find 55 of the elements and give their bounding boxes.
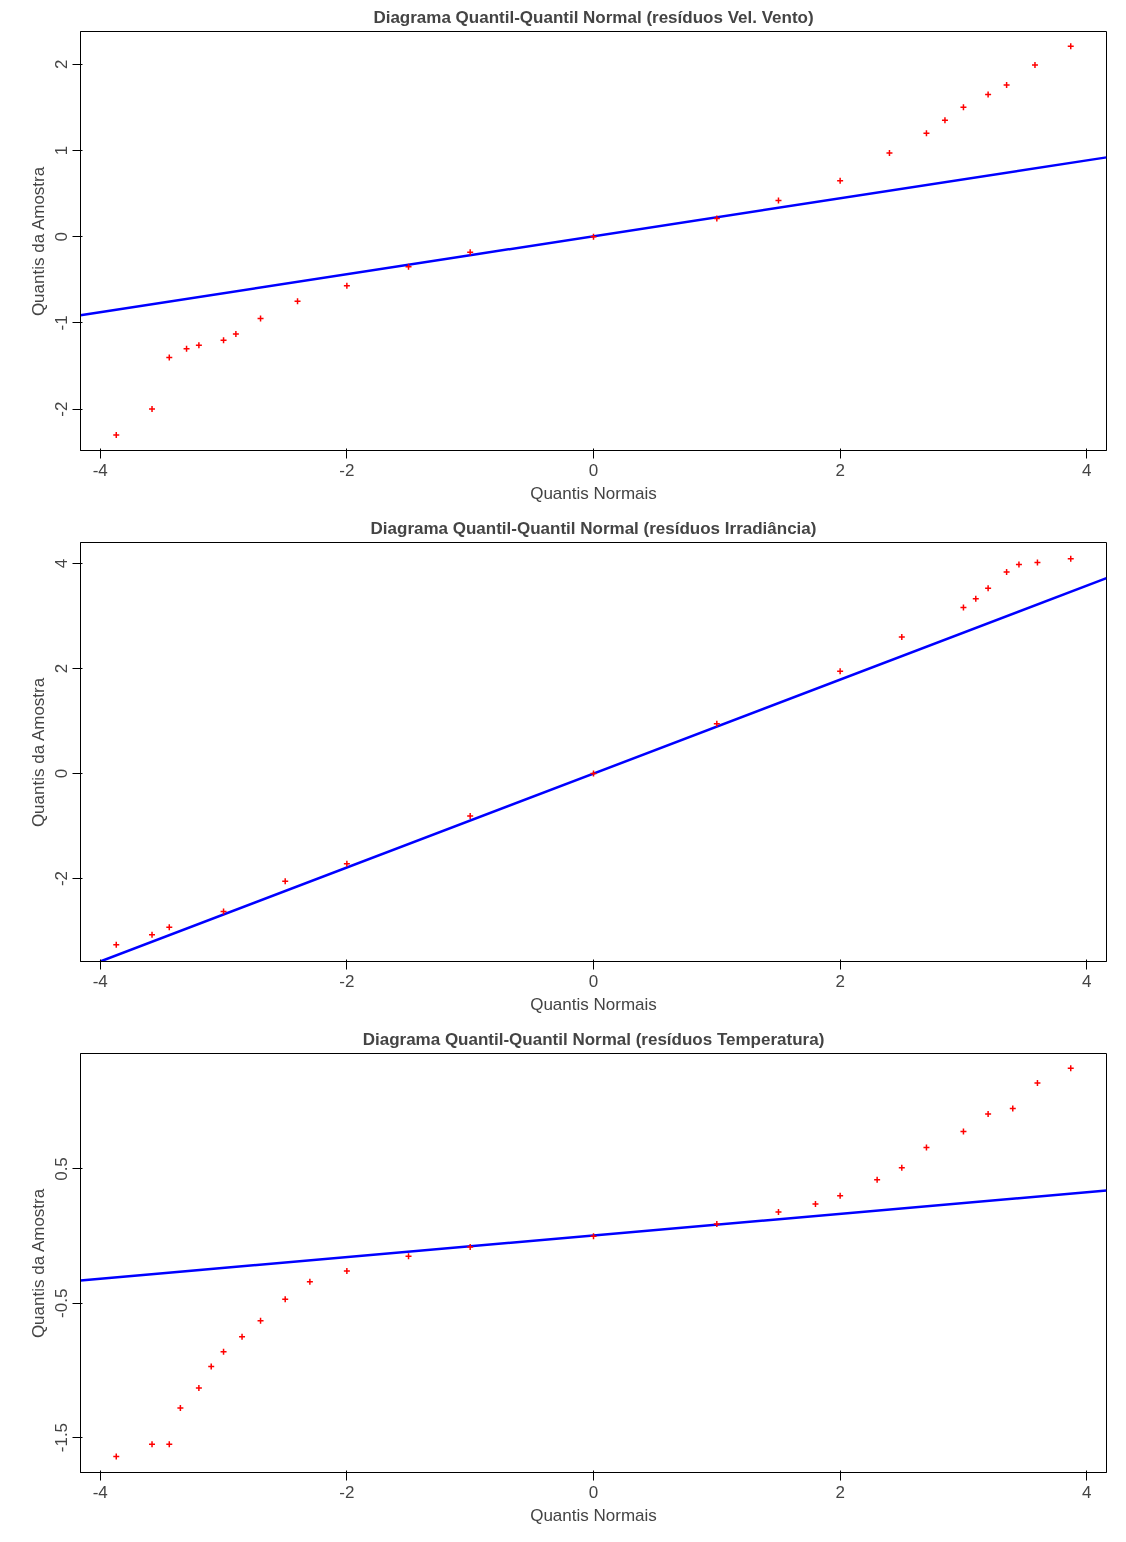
x-tick-label: 2 — [835, 460, 845, 480]
x-tick-label: -2 — [339, 1482, 355, 1502]
x-tick-label: 0 — [588, 1482, 599, 1502]
x-axis-title: Quantis Normais — [530, 1505, 657, 1525]
x-tick-label: 0 — [588, 460, 599, 480]
x-tick-label: -4 — [92, 971, 108, 991]
point — [195, 1384, 203, 1392]
point — [466, 1243, 474, 1251]
x-tick-label: -2 — [339, 460, 355, 480]
point — [466, 248, 474, 256]
point — [238, 1333, 246, 1341]
point — [232, 330, 240, 338]
point — [343, 1267, 351, 1275]
y-tick-label: 0 — [52, 768, 72, 779]
point — [466, 812, 474, 820]
point — [713, 1220, 721, 1228]
x-tick-label: 4 — [1082, 1482, 1092, 1502]
chart-title: Diagrama Quantil-Quantil Normal (resíduos Temperatura) — [362, 1029, 825, 1049]
point — [343, 282, 351, 290]
x-tick-label: 4 — [1082, 971, 1092, 991]
chart-title: Diagrama Quantil-Quantil Normal (resíduos Vel. Vento) — [373, 7, 814, 27]
y-tick-label: 0.5 — [52, 1157, 72, 1181]
point — [1031, 61, 1039, 69]
x-tick-label: 2 — [835, 971, 845, 991]
x-tick-label: 0 — [588, 971, 599, 991]
y-tick-label: -2 — [52, 401, 72, 417]
x-tick-label: 4 — [1082, 460, 1092, 480]
chart-title: Diagrama Quantil-Quantil Normal (resíduos Irradiância) — [370, 518, 817, 538]
point — [343, 860, 351, 868]
point — [836, 1192, 844, 1200]
point — [281, 877, 289, 885]
point — [898, 633, 906, 641]
x-tick-label: -2 — [339, 971, 355, 991]
y-tick-label: 0 — [52, 231, 72, 242]
point — [306, 1278, 314, 1286]
y-axis-title: Quantis da Amostra — [28, 677, 48, 828]
y-tick-label: -1.5 — [52, 1422, 72, 1453]
y-tick-label: 2 — [52, 59, 72, 69]
x-axis-title: Quantis Normais — [530, 994, 657, 1014]
y-tick-label: 2 — [52, 663, 72, 674]
y-axis-title: Quantis da Amostra — [28, 1188, 48, 1339]
point — [148, 405, 156, 413]
point — [984, 584, 992, 592]
y-tick-label: 1 — [52, 145, 72, 156]
x-tick-label: 2 — [835, 1482, 845, 1502]
y-axis-title: Quantis da Amostra — [28, 166, 48, 317]
x-tick-label: -4 — [92, 460, 108, 480]
y-tick-label: 4 — [52, 558, 72, 569]
y-tick-label: -0.5 — [52, 1288, 72, 1318]
y-tick-label: -1 — [52, 315, 72, 331]
x-axis-title: Quantis Normais — [530, 483, 657, 503]
x-tick-label: -4 — [92, 1482, 108, 1502]
point — [836, 667, 844, 675]
y-tick-label: -2 — [52, 870, 72, 887]
point — [984, 1110, 992, 1118]
